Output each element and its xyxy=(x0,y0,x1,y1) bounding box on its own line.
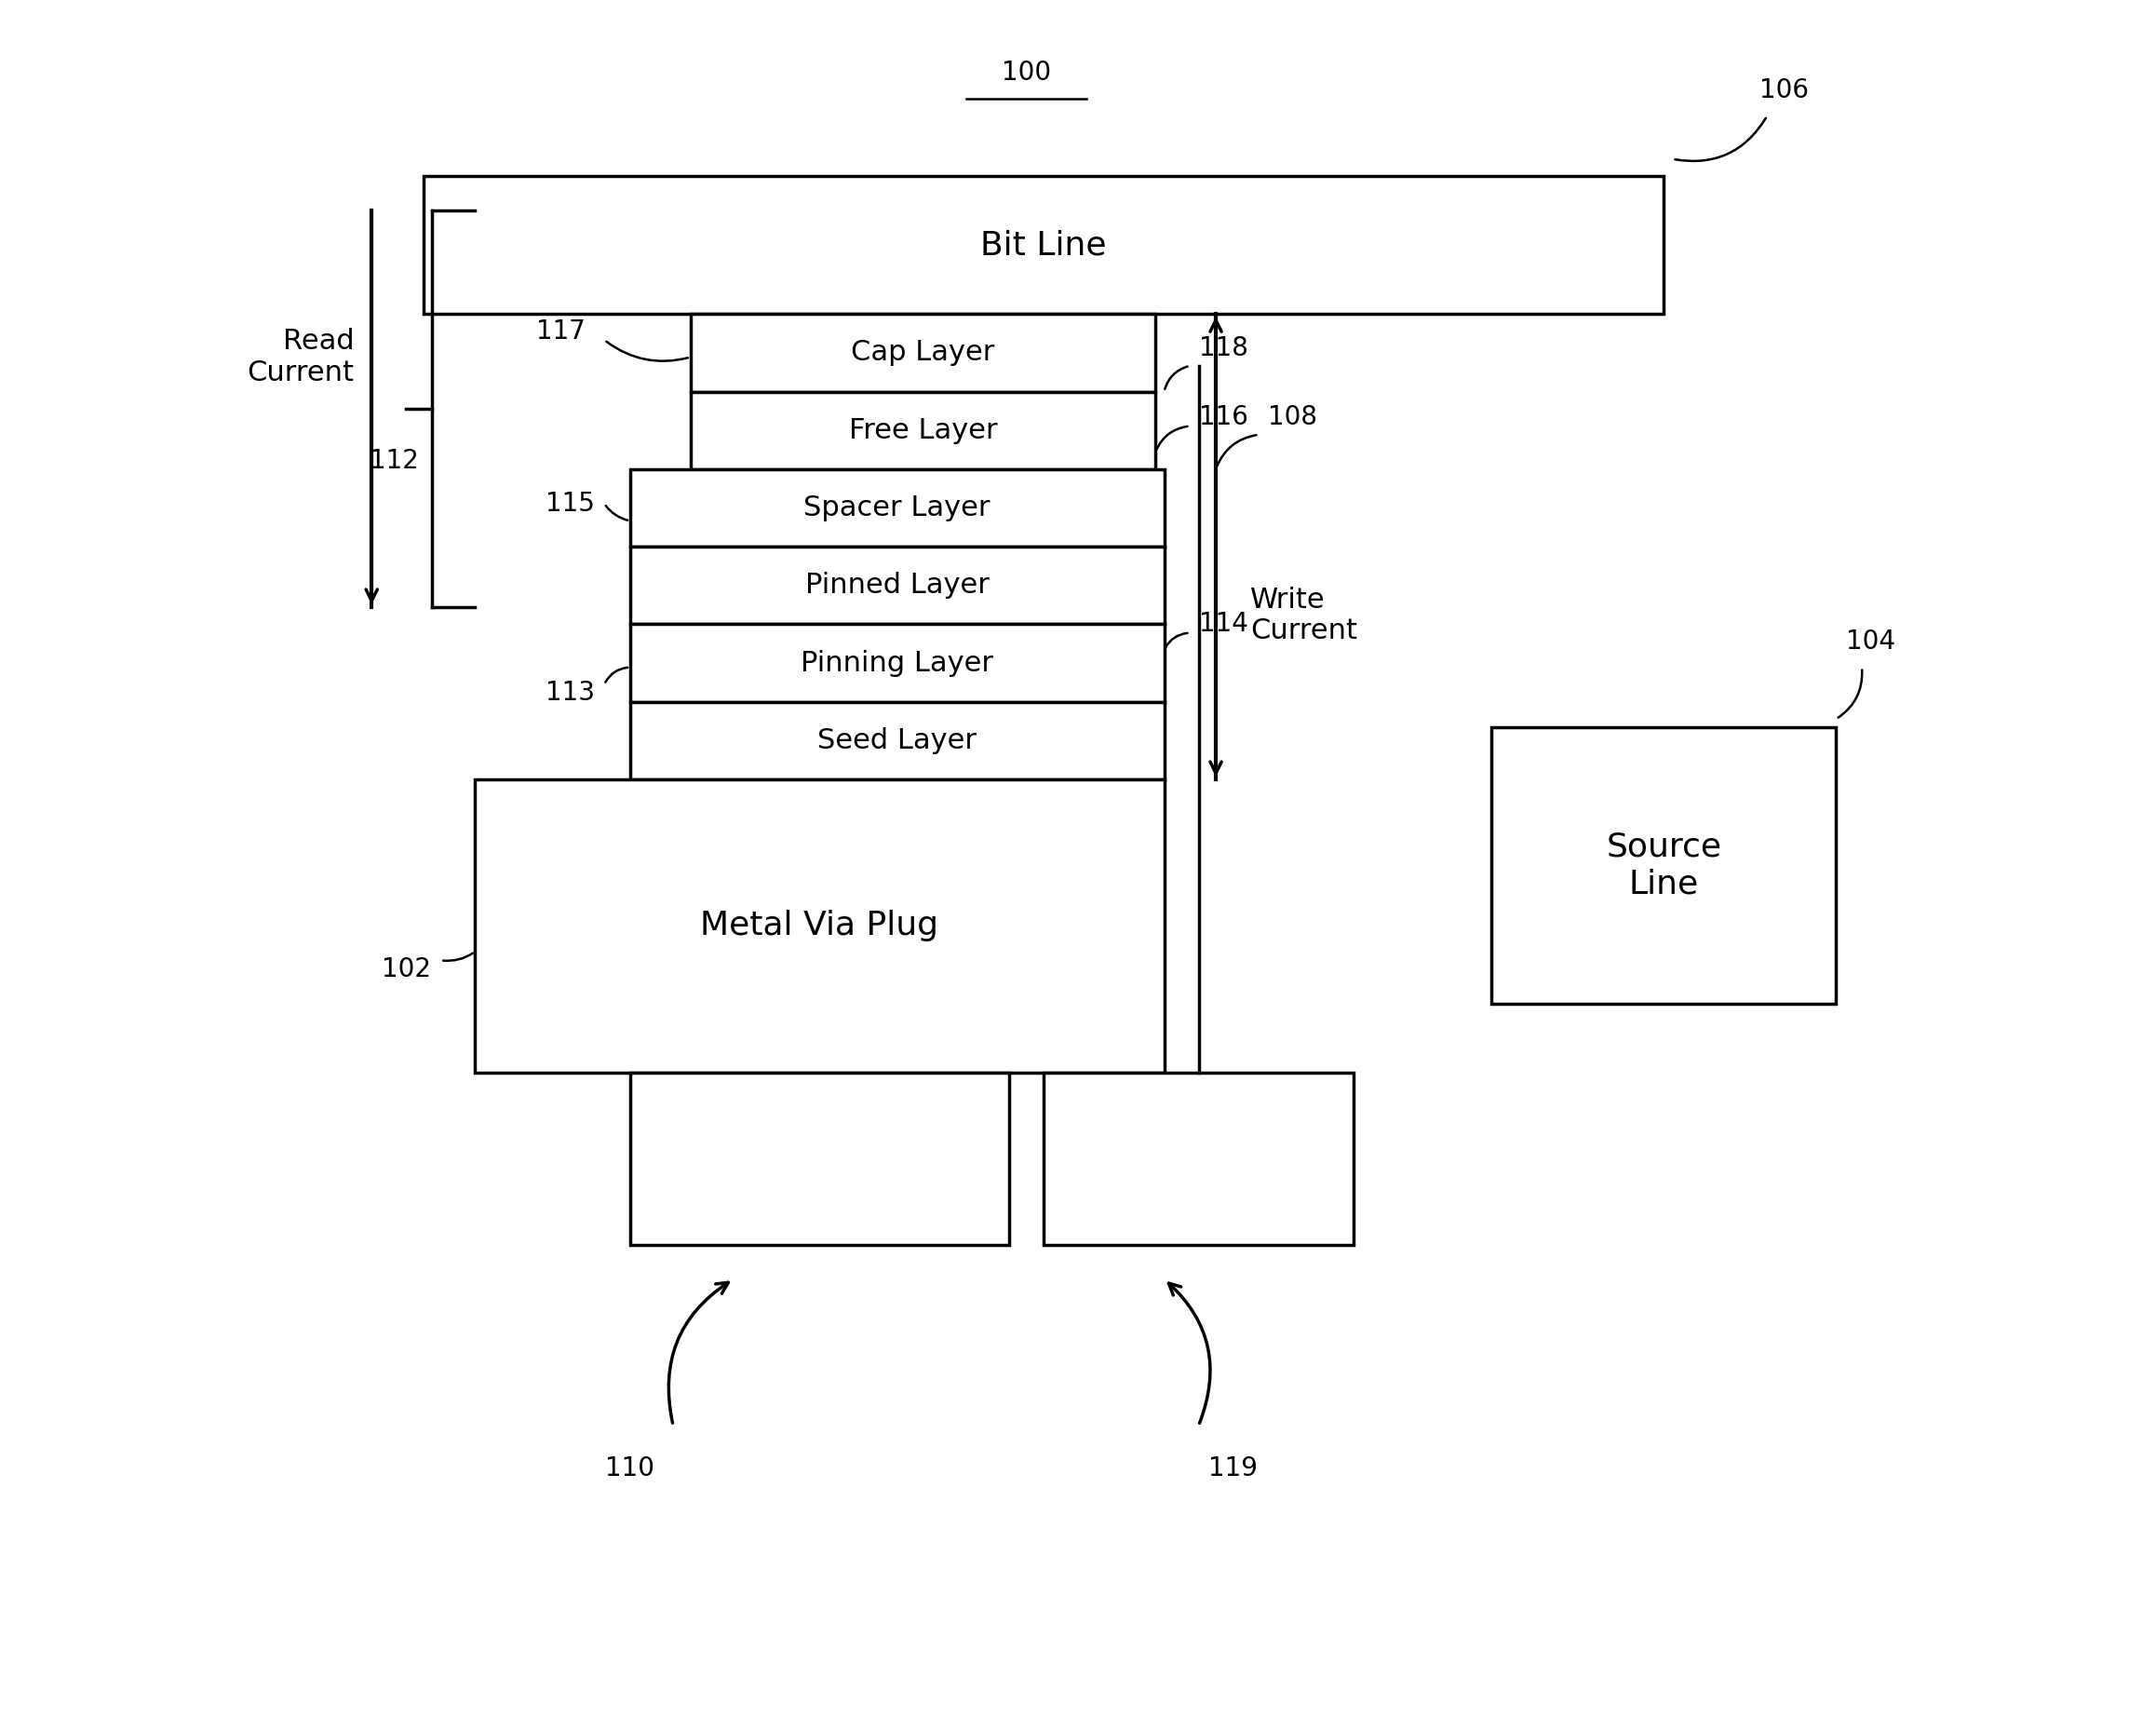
Bar xyxy=(630,547,1164,625)
FancyArrowPatch shape xyxy=(1216,434,1257,467)
Text: 113: 113 xyxy=(545,680,595,706)
Bar xyxy=(474,779,1164,1071)
Text: 118: 118 xyxy=(1199,336,1248,362)
Text: 115: 115 xyxy=(545,490,595,516)
FancyArrowPatch shape xyxy=(1166,634,1188,647)
Text: Pinning Layer: Pinning Layer xyxy=(800,649,994,677)
Text: Read
Current: Read Current xyxy=(248,327,354,386)
Text: Cap Layer: Cap Layer xyxy=(852,339,994,367)
FancyArrowPatch shape xyxy=(1675,118,1766,161)
Bar xyxy=(1044,1071,1354,1245)
FancyArrowPatch shape xyxy=(444,954,472,961)
Text: Source
Line: Source Line xyxy=(1606,831,1720,900)
Text: Free Layer: Free Layer xyxy=(849,417,998,443)
Text: Seed Layer: Seed Layer xyxy=(817,727,977,755)
Text: 100: 100 xyxy=(1003,61,1050,87)
Text: 114: 114 xyxy=(1199,611,1248,637)
Text: Write
Current: Write Current xyxy=(1250,587,1358,644)
Text: Metal Via Plug: Metal Via Plug xyxy=(701,911,938,942)
Text: 106: 106 xyxy=(1759,76,1809,104)
Bar xyxy=(690,313,1156,391)
Text: 117: 117 xyxy=(537,319,586,344)
Text: 110: 110 xyxy=(606,1456,655,1482)
Text: Bit Line: Bit Line xyxy=(981,228,1106,261)
Bar xyxy=(630,469,1164,547)
Text: Spacer Layer: Spacer Layer xyxy=(804,495,990,521)
Bar xyxy=(630,1071,1009,1245)
FancyArrowPatch shape xyxy=(1839,670,1863,718)
Bar xyxy=(423,177,1664,313)
Bar xyxy=(690,391,1156,469)
Text: 112: 112 xyxy=(369,448,418,474)
Text: Pinned Layer: Pinned Layer xyxy=(804,571,990,599)
Bar xyxy=(1492,727,1837,1004)
FancyArrowPatch shape xyxy=(1164,367,1188,389)
Text: 119: 119 xyxy=(1207,1456,1257,1482)
FancyArrowPatch shape xyxy=(606,505,627,521)
Bar xyxy=(630,701,1164,779)
FancyArrowPatch shape xyxy=(606,341,688,362)
Text: 108: 108 xyxy=(1268,405,1317,431)
FancyArrowPatch shape xyxy=(606,668,627,682)
Bar xyxy=(630,625,1164,701)
Text: 116: 116 xyxy=(1199,405,1248,431)
FancyArrowPatch shape xyxy=(1156,426,1188,450)
Text: 104: 104 xyxy=(1846,628,1895,654)
Text: 102: 102 xyxy=(382,956,431,981)
